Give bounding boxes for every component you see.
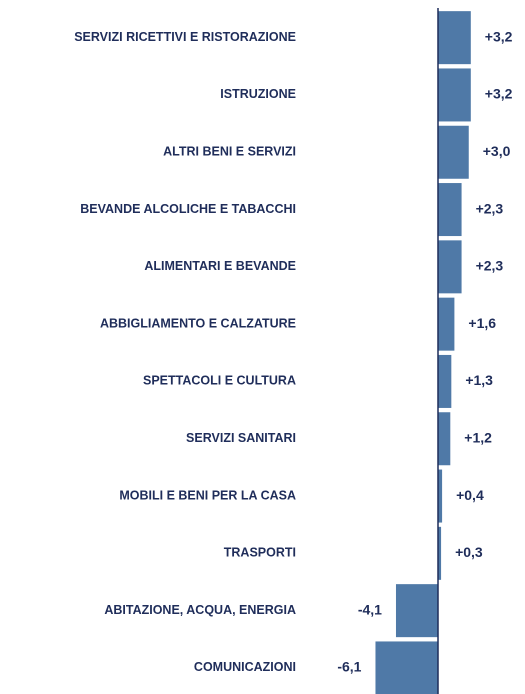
bar xyxy=(438,526,442,580)
category-label: ALTRI BENI E SERVIZI xyxy=(163,145,296,159)
bar xyxy=(395,584,438,638)
value-label: +3,2 xyxy=(485,28,513,44)
bar xyxy=(438,412,451,466)
value-label: +3,0 xyxy=(483,143,511,159)
category-label: MOBILI E BENI PER LA CASA xyxy=(119,488,296,502)
bar xyxy=(438,68,471,122)
category-label: SERVIZI SANITARI xyxy=(186,431,296,445)
bar xyxy=(438,240,462,294)
bar xyxy=(438,297,455,351)
category-label: TRASPORTI xyxy=(224,546,296,560)
value-label: +2,3 xyxy=(476,258,504,274)
category-label: SPETTACOLI E CULTURA xyxy=(143,374,296,388)
value-label: +1,3 xyxy=(465,372,493,388)
bar xyxy=(438,354,452,408)
value-label: +0,3 xyxy=(455,544,483,560)
bar xyxy=(438,11,471,65)
bar xyxy=(438,183,462,237)
category-label: ALIMENTARI E BEVANDE xyxy=(144,259,296,273)
value-label: -6,1 xyxy=(337,659,361,675)
bar xyxy=(438,125,469,179)
category-label: ABBIGLIAMENTO E CALZATURE xyxy=(100,316,296,330)
value-label: +0,4 xyxy=(456,487,484,503)
value-label: +3,2 xyxy=(485,86,513,102)
bar xyxy=(375,641,438,694)
category-label: ABITAZIONE, ACQUA, ENERGIA xyxy=(104,603,296,617)
category-label: ISTRUZIONE xyxy=(220,87,296,101)
category-label: SERVIZI RICETTIVI E RISTORAZIONE xyxy=(74,30,296,44)
category-label: BEVANDE ALCOLICHE E TABACCHI xyxy=(80,202,296,216)
value-label: -4,1 xyxy=(358,601,382,617)
value-label: +2,3 xyxy=(476,200,504,216)
bar xyxy=(438,469,443,523)
category-label: COMUNICAZIONI xyxy=(194,660,296,674)
value-label: +1,6 xyxy=(468,315,496,331)
value-label: +1,2 xyxy=(464,429,492,445)
